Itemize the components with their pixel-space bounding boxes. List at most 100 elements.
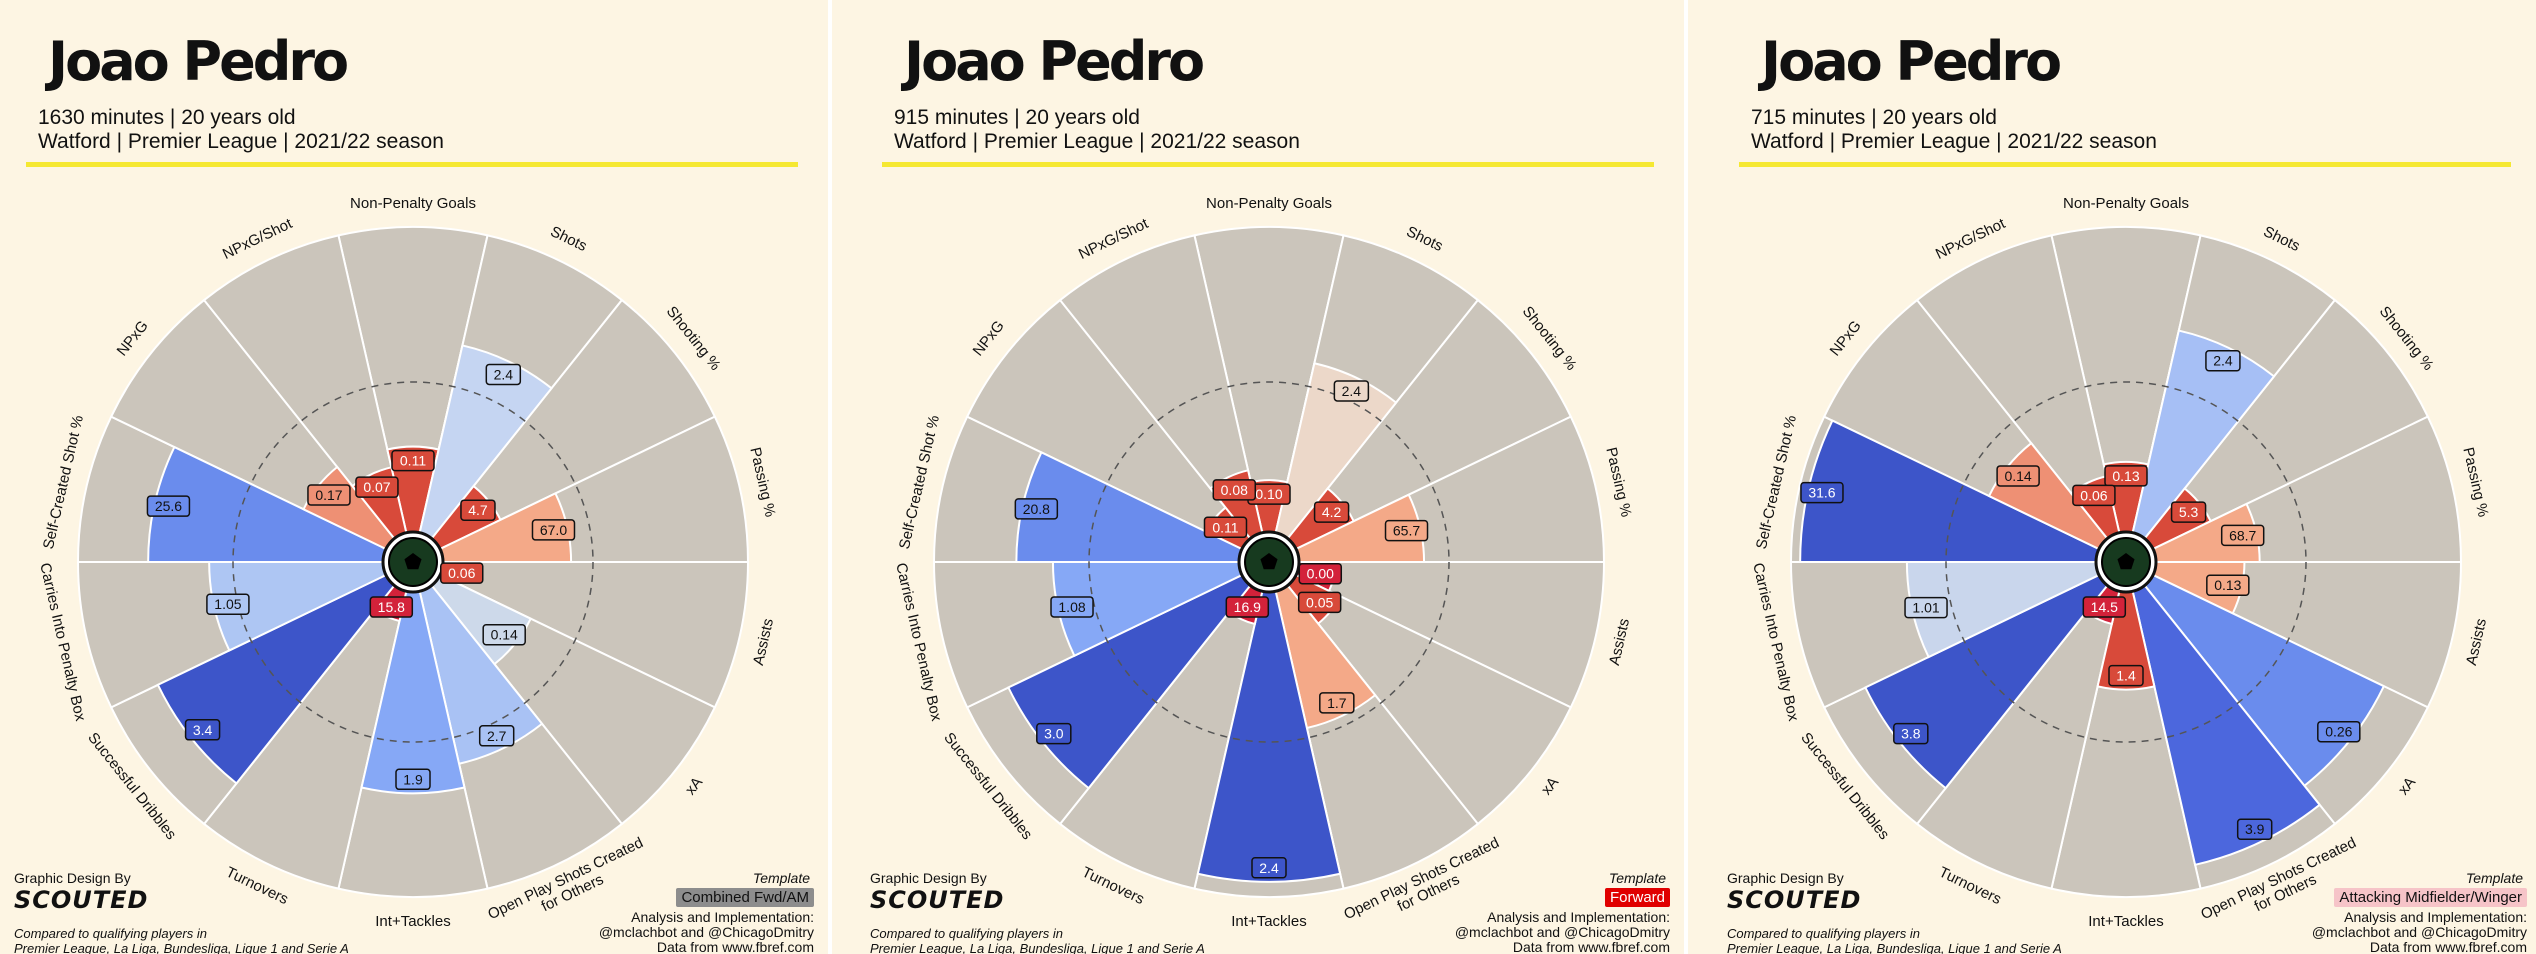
value-label: 0.10: [1255, 486, 1282, 502]
value-label-box: [2170, 501, 2207, 523]
median-ring: [1945, 381, 2307, 743]
player-name: Joao Pedro: [1761, 30, 2062, 93]
value-label-box: [1800, 481, 1844, 504]
value-label-box: [369, 596, 414, 618]
value-label-box: [1203, 516, 1248, 539]
template-badge: Forward: [1604, 888, 1670, 907]
value-label: 1.01: [1912, 600, 1939, 616]
category-label-assists: Assists: [2463, 617, 2490, 667]
value-label-box: [485, 363, 522, 386]
value-label: 65.7: [1393, 523, 1420, 539]
value-label-box: [1996, 465, 2040, 487]
value-label-box: [1297, 591, 1342, 614]
category-label-text: NPxG: [1827, 318, 1865, 360]
value-label: 1.4: [2116, 668, 2136, 684]
design-credit-label: Graphic Design By: [870, 870, 987, 886]
value-label-box: [2220, 524, 2265, 547]
value-label-box: [1225, 596, 1270, 618]
category-label-text: Int+Tackles: [375, 913, 450, 930]
value-label: 0.26: [2325, 724, 2352, 740]
value-label-box: [2205, 349, 2241, 372]
category-label-int-tackles: Int+Tackles: [1231, 913, 1306, 930]
value-label: 31.6: [1808, 485, 1835, 501]
median-ring: [232, 381, 594, 743]
value-label: 3.0: [1044, 726, 1064, 742]
value-label: 1.05: [214, 596, 241, 612]
category-label-text: Int+Tackles: [1231, 913, 1306, 930]
category-label-passing: Passing %: [746, 446, 778, 519]
category-label-assists: Assists: [1606, 617, 1633, 667]
comparison-line-1: Compared to qualifying players in: [870, 926, 1063, 941]
value-label: 67.0: [540, 522, 567, 538]
category-label-text: Shots: [2261, 223, 2303, 255]
value-label: 0.00: [1307, 566, 1334, 582]
category-label-text: xA: [2395, 774, 2419, 798]
category-label-text: Assists: [1606, 617, 1633, 667]
category-label-text: Assists: [750, 617, 777, 667]
design-credit-label: Graphic Design By: [14, 870, 131, 886]
value-label: 0.17: [315, 487, 342, 503]
value-label-box: [2317, 720, 2361, 743]
category-label-text: Shots: [1404, 223, 1446, 255]
analysis-line-3: Data from www.fbref.com: [656, 939, 814, 954]
value-label-box: [531, 519, 576, 541]
club-league-season-line: Watford | Premier League | 2021/22 seaso…: [894, 130, 1300, 153]
template-badge: Combined Fwd/AM: [676, 888, 814, 907]
comparison-line-2: Premier League, La Liga, Bundesliga, Lig…: [870, 941, 1205, 954]
value-label: 1.9: [403, 771, 423, 787]
value-label: 2.4: [1259, 860, 1279, 876]
value-label: 4.2: [1322, 504, 1342, 520]
category-label-npxg: NPxG: [114, 318, 152, 360]
value-label: 3.8: [1901, 726, 1921, 742]
value-label-box: [1251, 857, 1287, 879]
template-label: Template: [752, 870, 810, 886]
analysis-line-3: Data from www.fbref.com: [1512, 939, 1670, 954]
category-label-text: Non-Penalty Goals: [2063, 195, 2189, 212]
category-label-text: Passing %: [1602, 446, 1634, 519]
value-label-box: [355, 476, 399, 498]
value-label: 25.6: [155, 498, 182, 514]
value-label: 3.4: [193, 722, 213, 738]
design-credit-label: Graphic Design By: [1727, 870, 1844, 886]
category-label-shots: Shots: [2261, 223, 2303, 255]
category-label-assists: Assists: [750, 617, 777, 667]
pizza-chart: 0.10 2.4 4.2 65.7 0.00 0.05 1.7 2.4 16.9 3.0 1.08 2…: [892, 195, 1634, 930]
pizza-chart: 0.13 2.4 5.3 68.7 0.13 0.26 3.9 1.4 14.5 3.8 1.01 3…: [1749, 195, 2491, 930]
category-label-npxg: NPxG: [970, 318, 1008, 360]
comparison-line-1: Compared to qualifying players in: [1727, 926, 1920, 941]
value-label-box: [1014, 498, 1059, 520]
football-pentagon: [1260, 553, 1278, 570]
value-label-box: [1298, 562, 1343, 585]
minutes-age-line: 715 minutes | 20 years old: [1751, 106, 1997, 129]
category-label-text: xA: [682, 774, 706, 798]
category-label-text: xA: [1538, 774, 1562, 798]
value-label: 3.9: [2245, 821, 2265, 837]
value-label: 2.4: [1342, 383, 1362, 399]
analysis-line-2: @mclachbot and @ChicagoDmitry: [598, 924, 814, 940]
comparison-note: Compared to qualifying players in Premier…: [14, 926, 414, 954]
value-label-box: [2206, 574, 2250, 596]
football-pentagon: [2117, 553, 2135, 570]
analysis-line-1: Analysis and Implementation:: [2344, 909, 2527, 925]
value-label-box: [1212, 479, 1257, 501]
category-label-text: Non-Penalty Goals: [1206, 195, 1332, 212]
category-label-passing: Passing %: [1602, 446, 1634, 519]
value-label: 20.8: [1023, 501, 1050, 517]
player-name: Joao Pedro: [904, 30, 1205, 93]
analysis-credit: Analysis and Implementation: @mclachbot a…: [599, 910, 814, 954]
category-label-text: Passing %: [2459, 446, 2491, 519]
value-label: 16.9: [1234, 599, 1261, 615]
pizza-panel-3: Joao Pedro 715 minutes | 20 years old Wa…: [1713, 0, 2536, 954]
value-label: 2.7: [487, 728, 507, 744]
header-underline: [882, 162, 1654, 167]
value-label: 2.4: [2213, 353, 2233, 369]
category-label-xa: xA: [2395, 774, 2419, 798]
value-label-box: [206, 593, 250, 615]
category-label-text: NPxG: [970, 318, 1008, 360]
value-label-box: [2104, 465, 2148, 487]
value-label-box: [1319, 692, 1355, 714]
value-label-box: [1893, 722, 1929, 745]
value-label: 0.06: [2080, 487, 2107, 503]
club-league-season-line: Watford | Premier League | 2021/22 seaso…: [1751, 130, 2157, 153]
value-label: 68.7: [2229, 527, 2256, 543]
